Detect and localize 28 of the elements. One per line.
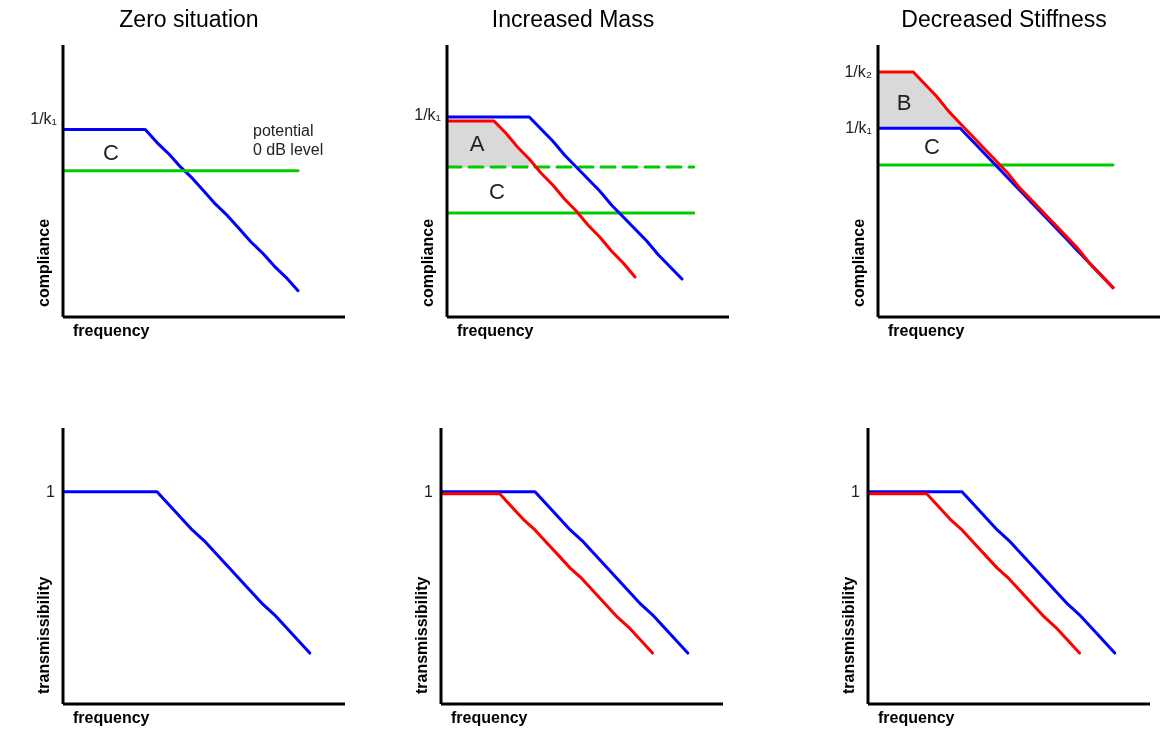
text: 1	[423, 481, 433, 501]
text: 1	[850, 481, 860, 501]
annotation: C	[923, 133, 941, 161]
annotation: C	[488, 179, 506, 206]
y-axis-title: transmissibility	[35, 576, 53, 694]
y-axis-title: compliance	[850, 218, 868, 307]
x-axis-title: frequency	[451, 709, 528, 727]
y-axis-title: transmissibility	[840, 576, 858, 694]
x-axis-title: frequency	[73, 709, 150, 727]
chart-title: Increased Mass	[490, 6, 656, 33]
x-axis-title: frequency	[888, 322, 965, 340]
annotation: C	[102, 139, 120, 167]
chart-title: Decreased Stiffness	[900, 6, 1108, 33]
text: 1/k₁	[844, 118, 872, 138]
text: 1/k₂	[843, 61, 872, 82]
y-axis-title: compliance	[419, 218, 437, 307]
annotation: A	[468, 131, 486, 158]
text: 1/k₁	[29, 109, 57, 129]
text: 1	[45, 481, 55, 501]
text: 1/k₁	[413, 105, 441, 125]
chart-title: Zero situation	[118, 6, 260, 33]
y-axis-title: compliance	[35, 218, 53, 307]
annotation: potential 0 dB level	[253, 120, 325, 160]
x-axis-title: frequency	[73, 322, 150, 340]
annotation: B	[895, 89, 913, 117]
y-axis-title: transmissibility	[413, 576, 431, 694]
x-axis-title: frequency	[457, 322, 534, 340]
x-axis-title: frequency	[878, 709, 955, 727]
